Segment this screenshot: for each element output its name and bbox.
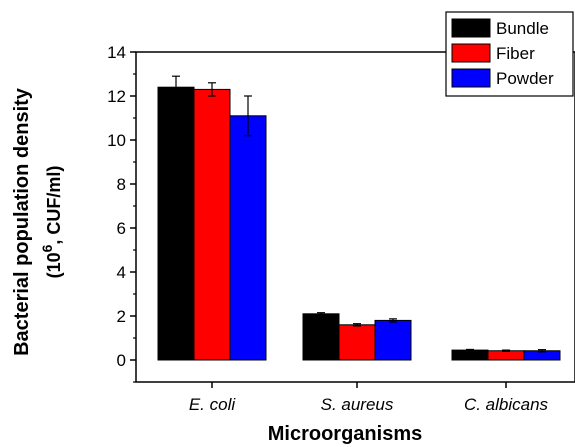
y-axis: 0 2 4 6 8 10 12 14 xyxy=(107,43,136,383)
x-tick-label: C. albicans xyxy=(464,395,549,414)
bar xyxy=(229,115,267,361)
bar xyxy=(157,86,195,361)
y-tick-label: 4 xyxy=(117,263,126,282)
x-axis-title: Microorganisms xyxy=(268,423,422,445)
y-tick-label: 8 xyxy=(117,175,126,194)
legend-label: Powder xyxy=(496,69,554,88)
y-axis-title: Bacterial population density xyxy=(11,87,33,356)
plot-frame xyxy=(135,51,575,383)
bar xyxy=(193,88,231,361)
bar xyxy=(374,319,412,361)
bar xyxy=(451,349,489,361)
y-tick-label: 6 xyxy=(117,219,126,238)
x-axis: E. coli S. aureus C. albicans xyxy=(189,382,549,414)
y-axis-unit: (106, CUF/ml) xyxy=(39,166,64,279)
y-tick-label: 0 xyxy=(117,351,126,370)
x-tick-label: S. aureus xyxy=(321,395,394,414)
bars xyxy=(157,75,561,361)
bar xyxy=(302,313,340,361)
x-tick-label: E. coli xyxy=(189,395,237,414)
y-tick-label: 12 xyxy=(107,87,126,106)
legend-swatch xyxy=(451,43,491,63)
y-tick-label: 10 xyxy=(107,131,126,150)
bar xyxy=(487,350,525,361)
y-tick-label: 2 xyxy=(117,307,126,326)
y-tick-label: 14 xyxy=(107,43,126,62)
plot-area xyxy=(135,51,575,383)
legend-swatch xyxy=(451,18,491,38)
legend: Bundle Fiber Powder xyxy=(445,11,574,97)
legend-label: Bundle xyxy=(496,19,549,38)
legend-label: Fiber xyxy=(496,44,535,63)
bar xyxy=(338,324,376,361)
legend-swatch xyxy=(451,68,491,88)
